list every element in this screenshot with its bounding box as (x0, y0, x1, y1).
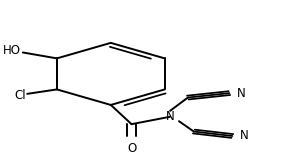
Text: N: N (240, 129, 249, 142)
Text: N: N (237, 87, 246, 100)
Text: Cl: Cl (14, 89, 26, 102)
Text: HO: HO (3, 44, 21, 58)
Text: O: O (127, 142, 136, 155)
Text: N: N (166, 110, 175, 123)
